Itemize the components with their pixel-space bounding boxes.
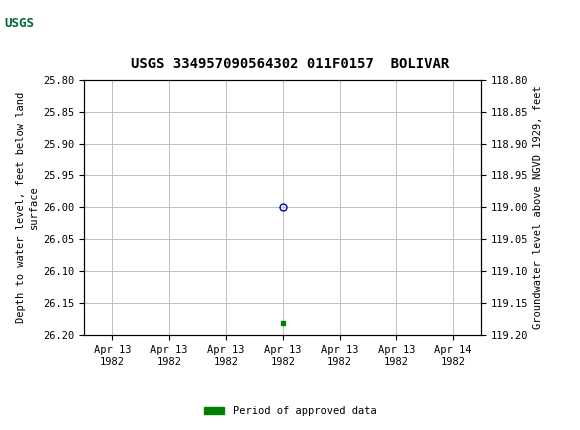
Text: USGS 334957090564302 011F0157  BOLIVAR: USGS 334957090564302 011F0157 BOLIVAR xyxy=(131,58,449,71)
Legend: Period of approved data: Period of approved data xyxy=(200,402,380,421)
Text: USGS: USGS xyxy=(4,17,34,30)
Y-axis label: Groundwater level above NGVD 1929, feet: Groundwater level above NGVD 1929, feet xyxy=(533,86,543,329)
Y-axis label: Depth to water level, feet below land
surface: Depth to water level, feet below land su… xyxy=(16,92,39,323)
Text: █: █ xyxy=(2,11,21,37)
FancyBboxPatch shape xyxy=(3,5,46,45)
